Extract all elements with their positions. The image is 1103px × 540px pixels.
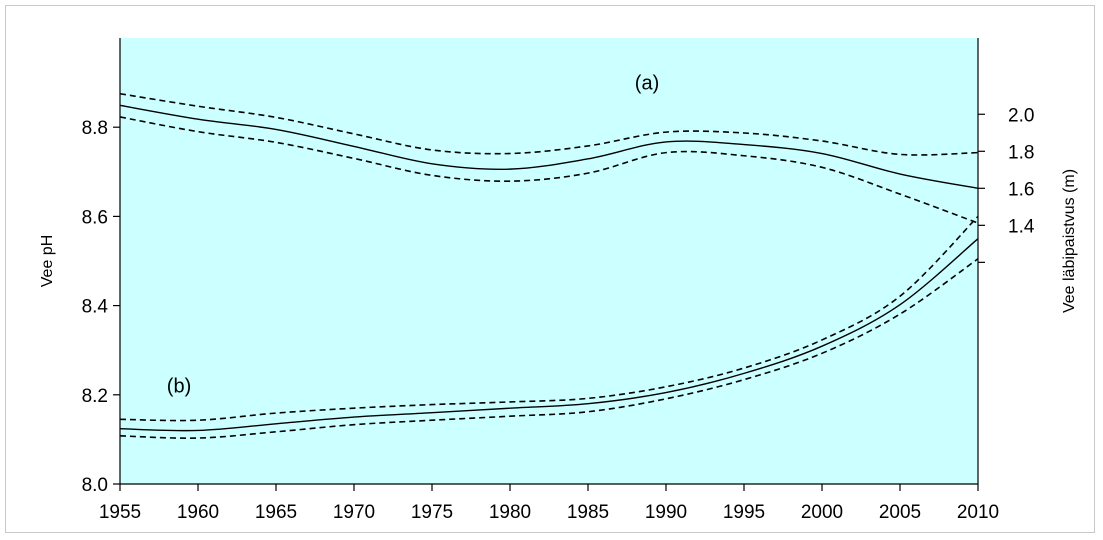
series-line-4-solid <box>119 238 979 432</box>
x-tick-label: 1980 <box>489 502 531 523</box>
x-tick-label: 1965 <box>255 502 297 523</box>
y-right-tick-label: 1.4 <box>1008 216 1035 237</box>
series-group <box>119 92 979 439</box>
y-right-tick-label: 1.6 <box>1008 179 1034 200</box>
x-tick-label: 1990 <box>645 502 687 523</box>
x-tick-label: 2005 <box>879 502 921 523</box>
series-line-3-dashed <box>119 116 979 224</box>
series-line-2-dashed <box>119 92 979 156</box>
x-tick-label: 1960 <box>177 502 219 523</box>
annotation-2: (b) <box>167 376 191 398</box>
y-axis-left-title: Vee pH <box>39 235 56 287</box>
annotation-group: (a) (b) <box>167 72 659 397</box>
x-tick-label: 1955 <box>99 502 141 523</box>
y-right-tick-label: 2.0 <box>1008 105 1034 126</box>
x-tick-label: 1985 <box>567 502 609 523</box>
plot-area <box>120 38 978 484</box>
annotation-1: (a) <box>635 72 659 94</box>
x-tick-label: 1975 <box>411 502 453 523</box>
y-right-tick-label: 1.8 <box>1008 142 1034 163</box>
axes-group: 8.0 8.2 8.4 8.6 8.8 1.4 1.6 1.8 2.0 1955 1960 1965 1… <box>82 38 1035 523</box>
series-line-6-dashed <box>119 258 979 439</box>
x-tick-label: 1970 <box>333 502 375 523</box>
series-line-1-solid <box>119 104 979 189</box>
x-tick-label: 2010 <box>957 502 999 523</box>
y-left-tick-label: 8.8 <box>82 118 108 139</box>
y-left-tick-label: 8.2 <box>82 386 108 407</box>
y-left-tick-label: 8.0 <box>82 475 108 496</box>
x-tick-label: 2000 <box>801 502 843 523</box>
x-tick-label: 1995 <box>723 502 765 523</box>
series-line-5-dashed <box>119 215 979 422</box>
y-axis-right-title: Vee läbipaistvus (m) <box>1061 169 1078 313</box>
y-left-tick-label: 8.6 <box>82 207 108 228</box>
y-left-tick-label: 8.4 <box>82 297 109 318</box>
